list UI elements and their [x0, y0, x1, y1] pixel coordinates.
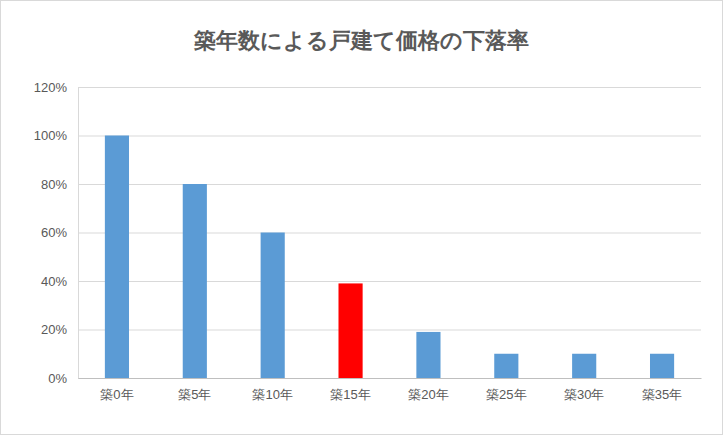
grid-line [78, 281, 701, 282]
chart-title: 築年数による戸建て価格の下落率 [193, 28, 529, 53]
y-tick: 80% [41, 177, 78, 192]
y-tick-label: 100% [34, 128, 68, 143]
x-tick: 築35年 [642, 378, 682, 402]
x-tick-label: 築0年 [100, 387, 133, 402]
y-tick: 100% [34, 128, 78, 143]
grid-line [78, 136, 701, 137]
y-tick: 60% [41, 225, 78, 240]
x-tick-label: 築25年 [486, 387, 526, 402]
x-tick-label: 築15年 [330, 387, 370, 402]
y-tick: 40% [41, 274, 78, 289]
chart-frame [1, 1, 723, 435]
grid-line [78, 184, 701, 185]
x-tick: 築5年 [178, 378, 211, 402]
y-tick-label: 40% [41, 274, 67, 289]
bar [416, 332, 440, 378]
x-tick: 築0年 [100, 378, 133, 402]
y-tick-label: 80% [41, 177, 67, 192]
x-tick-label: 築35年 [642, 387, 682, 402]
x-tick-label: 築10年 [252, 387, 292, 402]
y-tick-label: 120% [34, 80, 68, 95]
bar [338, 283, 362, 378]
x-axis: 築0年 築5年 築10年 築15年 築20年 築25年 築30年 築35年 [79, 378, 702, 402]
x-tick-label: 築20年 [408, 387, 448, 402]
x-tick: 築20年 [408, 378, 448, 402]
x-tick: 築15年 [330, 378, 370, 402]
x-tick-label: 築5年 [178, 387, 211, 402]
y-tick: 20% [41, 322, 78, 337]
y-tick-label: 0% [48, 371, 67, 386]
bar [494, 354, 518, 378]
grid-line [78, 378, 701, 379]
plot: 0% 20% 40% 60% 80% 100% 120% 築0年 築5年 築10年 築15年 築20年… [34, 80, 702, 403]
bar [105, 136, 129, 379]
x-axis-line [79, 378, 702, 379]
x-tick: 築10年 [252, 378, 292, 402]
bar [261, 233, 285, 379]
bar [572, 354, 596, 378]
y-tick-label: 20% [41, 322, 67, 337]
y-axis-line [78, 88, 79, 379]
bar [650, 354, 674, 378]
bars [105, 136, 674, 379]
chart: 0% 20% 40% 60% 80% 100% 120% 築0年 築5年 築10年 築15年 築20年… [0, 0, 723, 435]
bar [183, 184, 207, 378]
x-tick: 築30年 [564, 378, 604, 402]
grid [78, 88, 701, 379]
y-tick: 120% [34, 80, 78, 95]
grid-line [78, 87, 701, 88]
y-tick: 0% [48, 371, 78, 386]
grid-line [78, 233, 701, 234]
y-axis: 0% 20% 40% 60% 80% 100% 120% [34, 80, 79, 386]
x-tick: 築25年 [486, 378, 526, 402]
grid-line [78, 330, 701, 331]
y-tick-label: 60% [41, 225, 67, 240]
x-tick-label: 築30年 [564, 387, 604, 402]
